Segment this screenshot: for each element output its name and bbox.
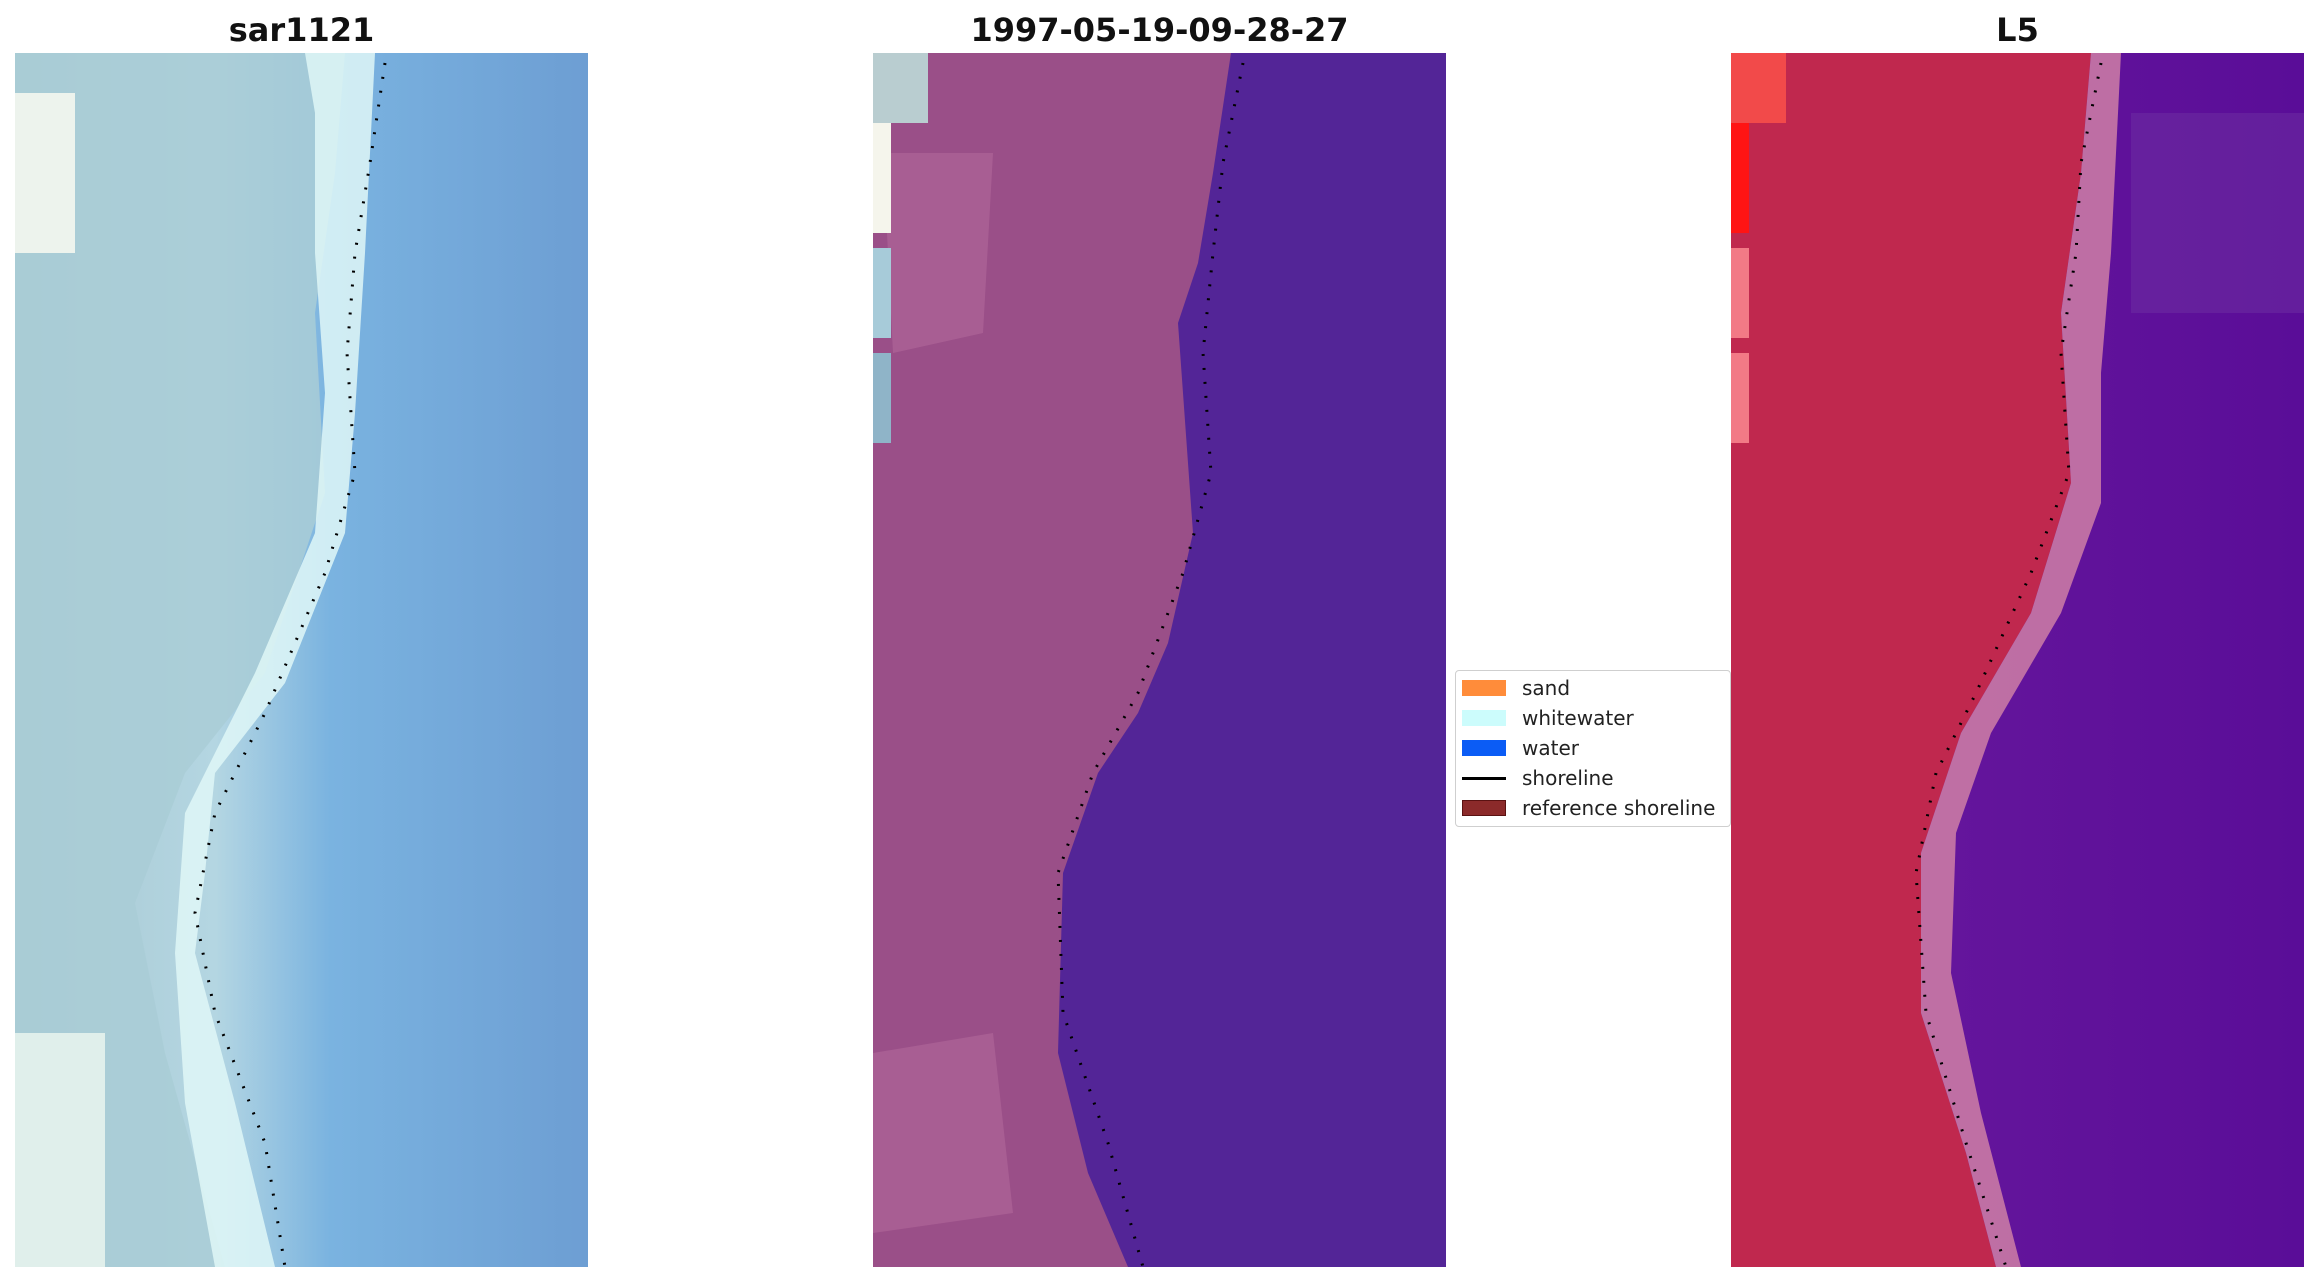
legend-label-shoreline: shoreline [1522,766,1614,790]
classified-land-area [873,53,1231,1267]
index-edge-band [1921,53,2121,1267]
index-image-panel [1731,53,2304,1267]
panel-title-index: L5 [1996,11,2039,49]
whitewater-swatch [1462,710,1506,726]
index-water-shade [2131,113,2304,313]
shoreline-line-swatch [1462,776,1506,780]
classified-whitewater-patch-1 [873,53,928,123]
index-patch-2 [1731,123,1749,233]
legend-item-sand: sand [1462,673,1570,703]
panel-title-classified: 1997-05-19-09-28-27 [970,11,1349,49]
legend-item-whitewater: whitewater [1462,703,1634,733]
rgb-shoreline [193,62,387,1267]
reference-shoreline-swatch [1462,800,1506,816]
legend-label-reference-shoreline: reference shoreline [1522,796,1716,820]
index-patch-1 [1731,53,1786,123]
classified-whitewater-patch-4 [873,353,891,443]
legend-item-shoreline: shoreline [1462,763,1614,793]
panel-title-rgb: sar1121 [228,11,375,49]
legend-label-sand: sand [1522,676,1571,700]
legend-label-whitewater: whitewater [1522,706,1634,730]
rgb-land-area [15,53,345,1267]
legend-label-water: water [1522,736,1579,760]
index-land-area [1731,53,2091,1267]
rgb-image-panel [15,53,588,1267]
legend: sand whitewater water shoreline referenc… [1455,670,1731,827]
rgb-whitewater-band [175,53,375,1267]
rgb-bright-patch-top [15,93,75,253]
legend-item-water: water [1462,733,1579,763]
classified-whitewater-patch-2 [873,123,891,233]
water-swatch [1462,740,1506,756]
index-patch-3 [1731,248,1749,338]
classified-whitewater-patch-3 [873,248,891,338]
classified-land-shade-1 [883,153,993,353]
rgb-bright-patch-bottom [15,1033,105,1267]
sand-swatch [1462,680,1506,696]
classified-land-shade-2 [873,1033,1013,1233]
legend-item-reference-shoreline: reference shoreline [1462,793,1715,823]
classified-image-panel [873,53,1446,1267]
index-patch-4 [1731,353,1749,443]
